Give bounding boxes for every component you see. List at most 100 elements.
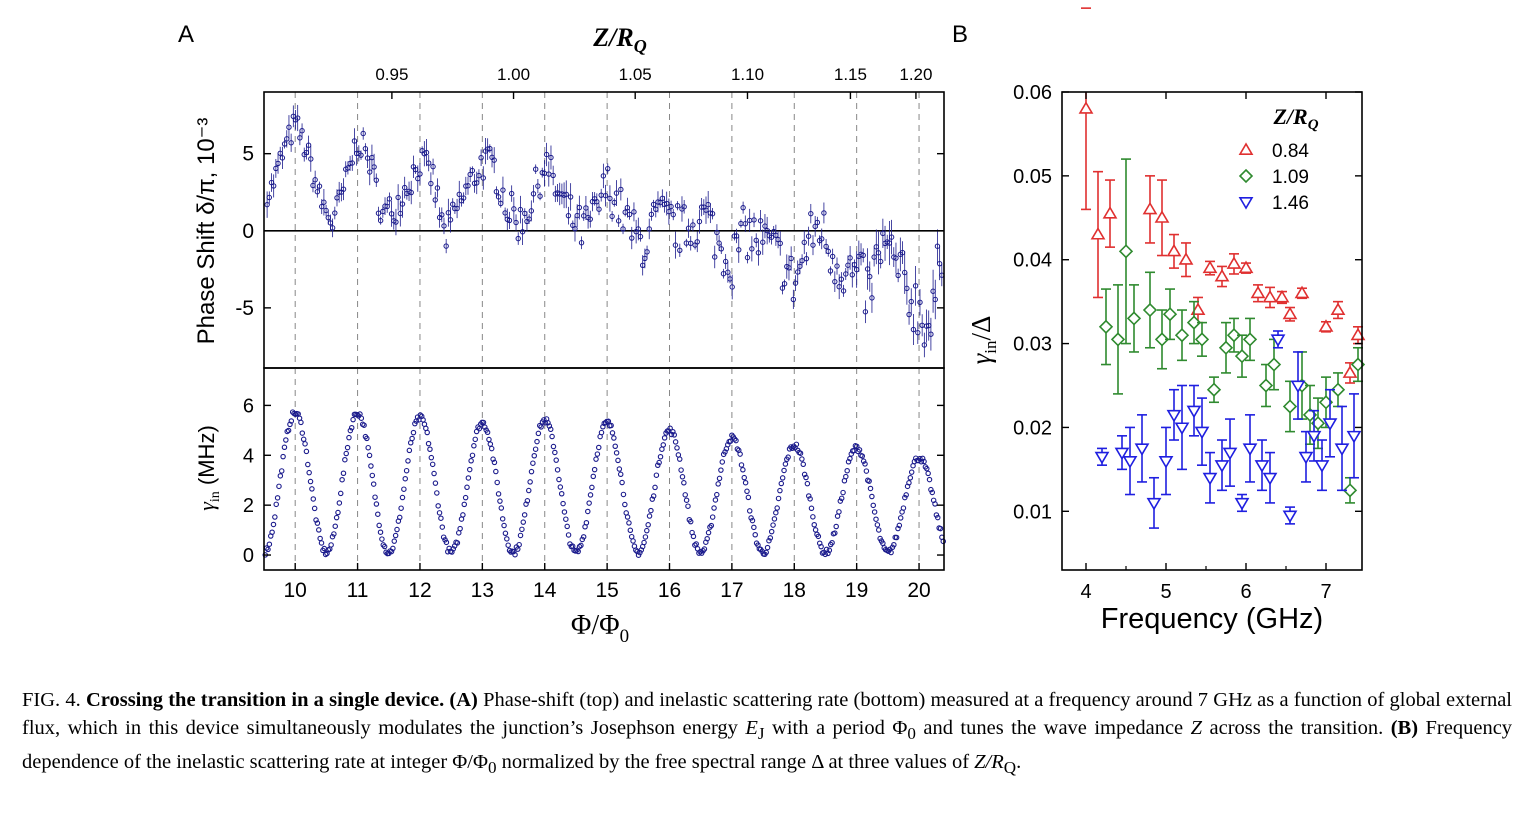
inelastic-rate-point (368, 463, 374, 469)
inelastic-rate-point (598, 429, 605, 436)
marker-diamond (1218, 340, 1234, 355)
inelastic-rate-point (553, 457, 559, 463)
inelastic-rate-point (440, 534, 447, 540)
inelastic-rate-point (283, 437, 289, 443)
phase-shift-point (594, 198, 600, 205)
marker-triangle-down (1346, 430, 1362, 444)
inelastic-rate-point (277, 473, 284, 479)
phase-shift-point (688, 240, 694, 246)
caption-ej-sub: J (757, 724, 765, 744)
inelastic-rate-point (346, 434, 352, 441)
inelastic-rate-point (270, 521, 277, 528)
phase-shift-point (821, 210, 827, 216)
inelastic-rate-point (928, 486, 934, 493)
inelastic-rate-point (895, 525, 901, 532)
phase-shift-point (624, 204, 631, 211)
phase-shift-point (460, 195, 467, 201)
phase-shift-point (360, 130, 366, 137)
inelastic-rate-point (466, 466, 473, 473)
inelastic-rate-point (845, 459, 852, 465)
inelastic-rate-point (832, 530, 838, 536)
inelastic-rate-point (585, 508, 591, 515)
phase-shift-point (895, 272, 901, 279)
inelastic-rate-point (602, 419, 609, 426)
frequency-axes (1061, 91, 1363, 571)
inelastic-rate-point (366, 452, 373, 459)
inelastic-rate-point (919, 455, 926, 462)
marker-triangle-down (1290, 380, 1306, 394)
x-tick-label: 14 (533, 579, 557, 602)
inelastic-rate-point (358, 415, 365, 421)
inelastic-rate-point (810, 514, 816, 520)
phase-shift-point (722, 258, 729, 265)
inelastic-rate-point (840, 489, 846, 496)
top-tick-label: 0.95 (375, 65, 408, 84)
inelastic-rate-point (596, 444, 602, 451)
inelastic-rate-point (565, 532, 572, 538)
inelastic-rate-point (265, 546, 271, 553)
inelastic-rate-point (685, 503, 691, 509)
caption-fig: FIG. 4. (22, 689, 81, 711)
inelastic-rate-point (777, 487, 783, 494)
inelastic-rate-point (888, 549, 894, 556)
inelastic-rate-point (907, 475, 914, 481)
inelastic-rate-point (659, 446, 665, 452)
phase-shift-point (515, 235, 521, 242)
phase-shift-point (530, 191, 537, 197)
marker-triangle-down (1254, 460, 1270, 473)
gamma-over-delta-y-label: γin/Δ (966, 316, 1000, 365)
phase-shift-point (270, 183, 277, 189)
inelastic-rate-point (804, 480, 811, 487)
legend-label: 1.46 (1272, 193, 1309, 214)
phase-shift-point (877, 258, 884, 265)
inelastic-rate-point (406, 447, 413, 454)
phase-shift-point (799, 257, 805, 264)
phase-shift-point (316, 183, 323, 189)
phase-shift-point (869, 295, 875, 301)
phase-shift-point (827, 268, 834, 274)
inelastic-rate-point (749, 517, 756, 524)
inelastic-rate-point (405, 458, 411, 464)
inelastic-rate-point (672, 439, 679, 445)
inelastic-rate-point (439, 524, 446, 530)
inelastic-rate-point (811, 521, 817, 528)
phase-shift-point (915, 329, 921, 336)
inelastic-rate-point (512, 551, 518, 558)
phase-shift-point (777, 240, 783, 247)
inelastic-rate-point (836, 509, 842, 515)
inelastic-rate-point (376, 522, 382, 529)
marker-diamond (1206, 382, 1222, 397)
inelastic-rate-point (457, 525, 463, 532)
phase-shift-point (572, 225, 578, 232)
y-tick-label: 4 (243, 445, 254, 467)
phase-shift-point (840, 288, 847, 294)
phase-shift-point (323, 207, 329, 214)
marker-diamond (1154, 332, 1170, 347)
inelastic-rate-point (719, 459, 726, 465)
top-tick-label: 1.10 (731, 65, 764, 84)
inelastic-rate-point (465, 475, 472, 481)
phase-shift-point (602, 192, 609, 199)
phase-shift-point (264, 201, 270, 208)
phase-shift-point (635, 226, 642, 232)
inelastic-rate-point (683, 497, 690, 503)
phase-shift-point (550, 172, 556, 179)
inelastic-rate-point (464, 484, 470, 491)
phase-shift-point (620, 226, 626, 232)
inelastic-rate-point (738, 462, 745, 468)
inelastic-rate-plot: 0 2 4 6 10 11 12 13 14 15 16 17 18 19 20 γin (MHz) Φ/Φ… (194, 367, 947, 647)
inelastic-rate-point (869, 493, 875, 500)
phase-shift-point (712, 254, 718, 260)
inelastic-rate-point (578, 542, 584, 549)
inelastic-rate-point (893, 534, 900, 541)
inelastic-rate-point (307, 478, 314, 485)
inelastic-rate-point (552, 449, 558, 456)
phase-shift-point (266, 194, 273, 201)
marker-diamond (1238, 168, 1254, 184)
phase-shift-point (917, 299, 923, 306)
inelastic-rate-point (891, 542, 897, 548)
inelastic-rate-point (676, 456, 683, 462)
inelastic-rate-point (714, 491, 720, 498)
inelastic-rate-point (637, 549, 643, 556)
inelastic-rate-point (305, 461, 311, 468)
